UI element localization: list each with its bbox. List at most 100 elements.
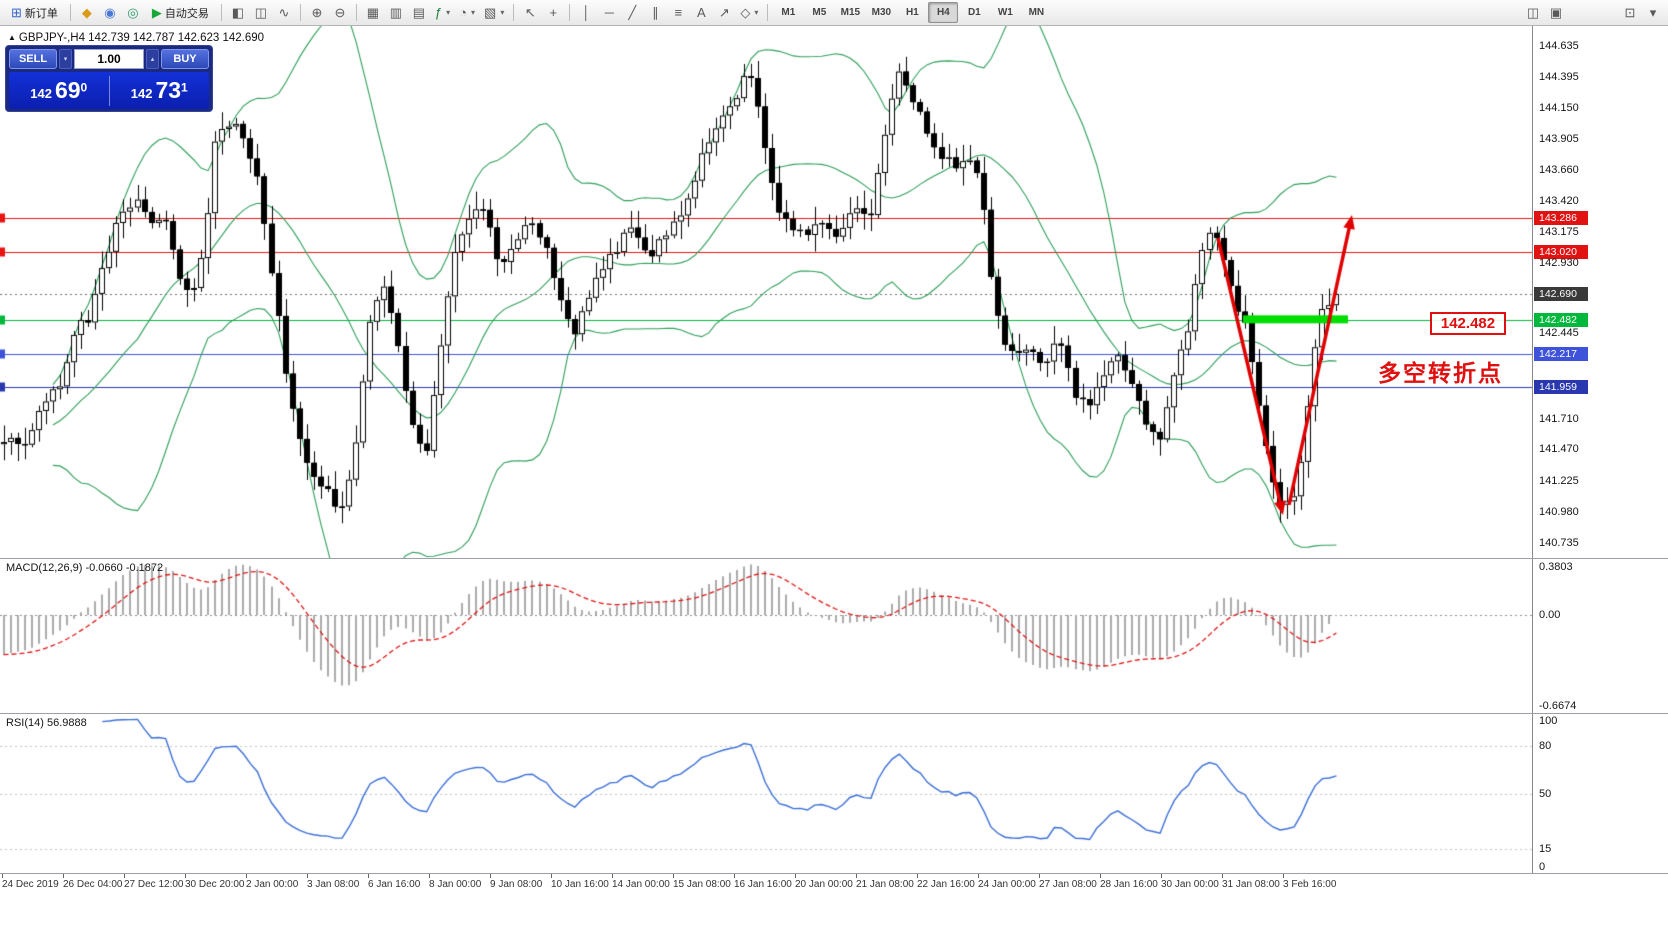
buy-price-display[interactable]: 142 731	[110, 77, 210, 104]
timeframe-w1-button-label: W1	[997, 7, 1013, 18]
time-axis-tick	[1100, 874, 1101, 878]
expand-button[interactable]: ▾	[1642, 2, 1664, 23]
price-axis-label: 144.395	[1539, 70, 1579, 83]
time-axis-label: 27 Jan 08:00	[1039, 879, 1097, 890]
rsi-indicator-pane[interactable]: RSI(14) 56.9888	[0, 714, 1532, 873]
time-axis-tick	[429, 874, 430, 878]
horizontal-line-icon: ─	[604, 5, 614, 20]
trade-panel-top-row: SELL ▾ ▴ BUY	[9, 49, 209, 69]
price-tag-143.020: 143.020	[1534, 244, 1588, 259]
timeframe-h1-button[interactable]: H1	[897, 2, 927, 23]
window-tile-button[interactable]: ◫	[1522, 2, 1544, 23]
timeframe-m1-button[interactable]: M1	[773, 2, 803, 23]
timeframe-d1-button[interactable]: D1	[959, 2, 989, 23]
trade-panel-price-row: 142 690 142 731	[9, 72, 209, 109]
periods-menu-button[interactable]: ◔ ▾	[455, 2, 479, 23]
candlestick-chart-button[interactable]: ◫	[250, 2, 272, 23]
new-order-button[interactable]: ⊞ 新订单	[4, 2, 65, 23]
window-cascade-icon: ▣	[1549, 4, 1563, 20]
text-tool-button[interactable]: A	[690, 2, 712, 23]
time-axis-label: 30 Dec 20:00	[185, 879, 245, 890]
timeframe-m15-button[interactable]: M15	[835, 2, 865, 23]
templates-button[interactable]: ▧ ▾	[480, 2, 508, 23]
time-axis-label: 9 Jan 08:00	[490, 879, 543, 890]
toolbar-separator	[569, 4, 571, 21]
price-axis-label: 143.660	[1539, 164, 1579, 177]
time-axis-tick	[490, 874, 491, 878]
chart-shift-icon: ▤	[412, 4, 426, 20]
volume-decrease-button[interactable]: ▾	[59, 49, 72, 69]
bar-chart-button[interactable]: ◧	[227, 2, 249, 23]
time-axis-tick	[551, 874, 552, 878]
templates-icon: ▧	[484, 4, 497, 20]
crosshair-button[interactable]: +	[542, 2, 564, 23]
time-axis-tick	[1222, 874, 1223, 878]
autotrading-button[interactable]: ▶ 自动交易	[145, 2, 216, 23]
volume-input[interactable]	[74, 49, 144, 69]
shapes-button[interactable]: ◇ ▾	[736, 2, 762, 23]
toolbar-separator	[513, 4, 515, 21]
window-cascade-button[interactable]: ▣	[1545, 2, 1567, 23]
cursor-button[interactable]: ↖	[519, 2, 541, 23]
indicators-caret-icon: ▾	[446, 8, 451, 17]
price-axis-label: 142.930	[1539, 257, 1579, 270]
timeframe-m30-button[interactable]: M30	[866, 2, 896, 23]
zoom-in-button[interactable]: ⊕	[306, 2, 328, 23]
chart-shift-button[interactable]: ▤	[408, 2, 430, 23]
arrow-tool-button[interactable]: ↗	[713, 2, 735, 23]
strategy-tester-button[interactable]: ◎	[122, 2, 144, 23]
main-toolbar: ⊞ 新订单 ◆ ◉ ◎ ▶ 自动交易 ◧ ◫ ∿ ⊕ ⊖ ▦ ▥ ▤ ƒ ▾ ◔ ▾ ▧ ▾ ↖ + │ ─ ╱ ∥ ≡ A ↗ ◇ ▾ M1 M…	[0, 0, 1668, 26]
pane-splitter[interactable]	[0, 713, 1668, 714]
crosshair-icon: +	[549, 5, 558, 20]
indicators-button[interactable]: ƒ ▾	[431, 2, 454, 23]
price-chart-pane[interactable]: ▲ GBPJPY-,H4 142.739 142.787 142.623 142.…	[0, 26, 1532, 558]
zoom-out-button[interactable]: ⊖	[329, 2, 351, 23]
channel-button[interactable]: ∥	[644, 2, 666, 23]
trendline-button[interactable]: ╱	[621, 2, 643, 23]
line-chart-button[interactable]: ∿	[273, 2, 295, 23]
horizontal-line-button[interactable]: ─	[598, 2, 620, 23]
pane-splitter[interactable]	[0, 558, 1668, 559]
time-axis[interactable]: 24 Dec 2019 26 Dec 04:00 27 Dec 12:00 30 De…	[0, 874, 1668, 893]
fibonacci-icon: ≡	[674, 5, 683, 20]
charts-menu-button[interactable]: ◆	[76, 2, 98, 23]
vertical-line-icon: │	[582, 5, 591, 20]
auto-scroll-button[interactable]: ▥	[385, 2, 407, 23]
toolbar-separator	[355, 4, 357, 21]
timeframe-m5-button[interactable]: M5	[804, 2, 834, 23]
macd-indicator-pane[interactable]: MACD(12,26,9) -0.0660 -0.1872	[0, 559, 1532, 713]
vertical-line-button[interactable]: │	[575, 2, 597, 23]
tile-windows-icon: ▦	[366, 4, 380, 20]
timeframe-w1-button[interactable]: W1	[990, 2, 1020, 23]
pane-splitter[interactable]	[0, 873, 1668, 874]
time-axis-label: 15 Jan 08:00	[673, 879, 731, 890]
candlestick-chart-canvas[interactable]	[0, 26, 1532, 558]
fibonacci-button[interactable]: ≡	[667, 2, 689, 23]
price-axis-label: 143.420	[1539, 194, 1579, 207]
price-axis-label: 144.635	[1539, 40, 1579, 52]
timeframe-h4-button[interactable]: H4	[928, 2, 959, 23]
rsi-scale-label: 80	[1539, 739, 1552, 752]
buy-button[interactable]: BUY	[161, 49, 209, 69]
timeframe-m1-button-label: M1	[781, 7, 796, 18]
volume-increase-button[interactable]: ▴	[146, 49, 159, 69]
buy-price-pips: 73	[155, 77, 182, 103]
sell-price-point: 0	[80, 80, 88, 95]
rsi-canvas[interactable]	[0, 714, 1532, 873]
sell-button[interactable]: SELL	[9, 49, 57, 69]
timeframe-mn-button[interactable]: MN	[1021, 2, 1051, 23]
price-annotation-box[interactable]: 142.482	[1430, 312, 1506, 335]
macd-canvas[interactable]	[0, 559, 1532, 713]
channel-icon: ∥	[652, 4, 659, 20]
macd-scale-label: -0.6674	[1539, 700, 1577, 712]
tile-windows-button[interactable]: ▦	[362, 2, 384, 23]
sell-price-display[interactable]: 142 690	[9, 77, 109, 104]
candlestick-chart-icon: ◫	[254, 4, 268, 20]
dock-button[interactable]: ⊡	[1619, 2, 1641, 23]
profiles-button[interactable]: ◉	[99, 2, 121, 23]
price-axis-label: 141.225	[1539, 474, 1579, 487]
price-scale[interactable]: 143.286 143.020 142.690 142.482 142.217 141.9…	[1532, 26, 1668, 873]
time-axis-tick	[63, 874, 64, 878]
turning-point-annotation[interactable]: 多空转折点	[1378, 360, 1503, 386]
